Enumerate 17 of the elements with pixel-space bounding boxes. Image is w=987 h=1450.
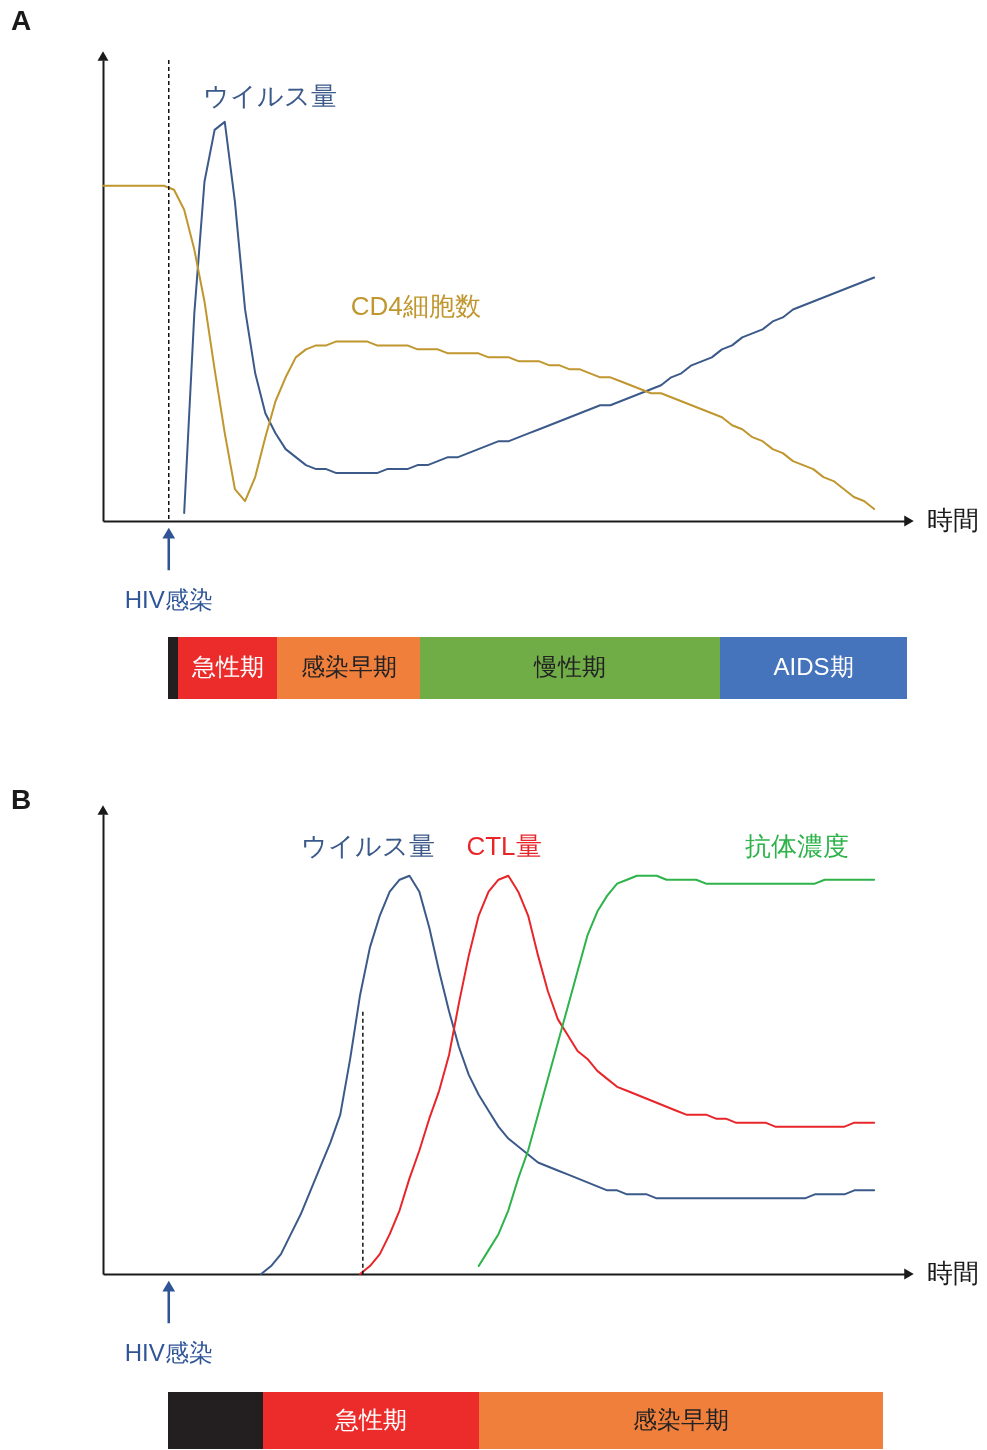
category-label: 感染早期	[633, 1405, 729, 1433]
category-label: 感染早期	[300, 653, 397, 680]
category-label: 急性期	[190, 653, 264, 680]
x-axis-title: 時間	[927, 505, 979, 535]
text: HIV感染	[124, 1339, 213, 1366]
x-axis-title: 時間	[927, 1258, 979, 1288]
series-label: ウイルス量	[300, 831, 435, 862]
series-label: ウイルス量	[202, 80, 337, 111]
category-label: 急性期	[334, 1405, 407, 1433]
chart-title: B	[11, 784, 32, 815]
category-label: 慢性期	[533, 653, 606, 680]
series-label: CTL量	[466, 831, 542, 862]
series-label: 抗体濃度	[744, 831, 849, 862]
text: HIV感染	[124, 586, 213, 613]
series-label: CD4細胞数	[350, 291, 481, 322]
chart-title: A	[11, 5, 32, 36]
category-label: AIDS期	[773, 653, 854, 680]
